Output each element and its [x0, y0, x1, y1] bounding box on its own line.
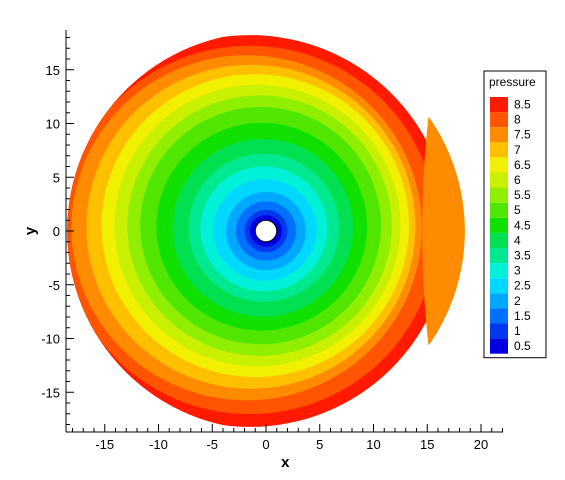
- legend-label: 5.5: [514, 188, 531, 202]
- legend-label: 7.5: [514, 128, 531, 142]
- x-tick-label: 0: [262, 437, 269, 452]
- x-axis-ticks: -15 -10 -5 0 5 10 15 20: [72, 424, 503, 452]
- y-tick-label: -15: [41, 385, 60, 400]
- legend-label: 4.5: [514, 218, 531, 232]
- legend-label: 4: [514, 233, 521, 247]
- legend-label: 6.5: [514, 158, 531, 172]
- legend-label: 2: [514, 294, 521, 308]
- x-tick-label: 5: [316, 437, 323, 452]
- legend-swatch: [490, 308, 508, 324]
- x-tick-label: -15: [95, 437, 114, 452]
- center-hole: [254, 219, 278, 243]
- legend-swatch: [490, 202, 508, 218]
- legend-label: 3: [514, 264, 521, 278]
- legend: pressure 8.587.576.565.554.54 3.532.521.5…: [483, 70, 547, 359]
- x-tick-label: -10: [149, 437, 168, 452]
- legend-swatch: [490, 112, 508, 128]
- legend-label: 0.5: [514, 339, 531, 353]
- legend-swatch: [490, 172, 508, 188]
- legend-swatch: [490, 248, 508, 264]
- legend-swatch: [490, 157, 508, 173]
- y-tick-label: -5: [48, 278, 60, 293]
- legend-label: 8: [514, 113, 521, 127]
- legend-label: 7: [514, 143, 521, 157]
- legend-swatch: [490, 217, 508, 233]
- legend-label: 5: [514, 203, 521, 217]
- legend-swatch: [490, 187, 508, 203]
- legend-swatch: [490, 323, 508, 339]
- legend-swatch: [490, 338, 508, 354]
- legend-swatch: [490, 263, 508, 279]
- legend-swatch: [490, 142, 508, 158]
- x-axis-title: x: [281, 454, 290, 471]
- legend-swatch: [490, 232, 508, 248]
- x-tick-label: 20: [474, 437, 488, 452]
- y-tick-label: 15: [46, 63, 60, 78]
- x-tick-label: 10: [366, 437, 380, 452]
- y-axis-title: y: [22, 226, 39, 235]
- legend-label: 8.5: [514, 98, 531, 112]
- legend-swatch: [490, 97, 508, 113]
- legend-swatch: [490, 278, 508, 294]
- legend-label: 1.5: [514, 309, 531, 323]
- legend-title: pressure: [489, 75, 536, 89]
- y-tick-label: -10: [41, 332, 60, 347]
- legend-swatch: [490, 127, 508, 143]
- x-tick-label: 15: [420, 437, 434, 452]
- contour-band-right-7.5: [422, 102, 465, 360]
- legend-swatch: [490, 293, 508, 309]
- legend-label: 1: [514, 324, 521, 338]
- x-tick-label: -5: [206, 437, 218, 452]
- y-tick-label: 10: [46, 117, 60, 132]
- y-tick-label: 0: [53, 224, 60, 239]
- legend-items: 8.587.576.565.554.54 3.532.521.510.5: [490, 97, 531, 354]
- legend-label: 2.5: [514, 279, 531, 293]
- legend-label: 6: [514, 173, 521, 187]
- legend-label: 3.5: [514, 249, 531, 263]
- axes: -15 -10 -5 0 5 10 15 20 -15 -10 -5 0 5 10 15: [41, 30, 503, 452]
- y-tick-label: 5: [53, 170, 60, 185]
- y-axis-ticks: -15 -10 -5 0 5 10 15: [41, 37, 74, 425]
